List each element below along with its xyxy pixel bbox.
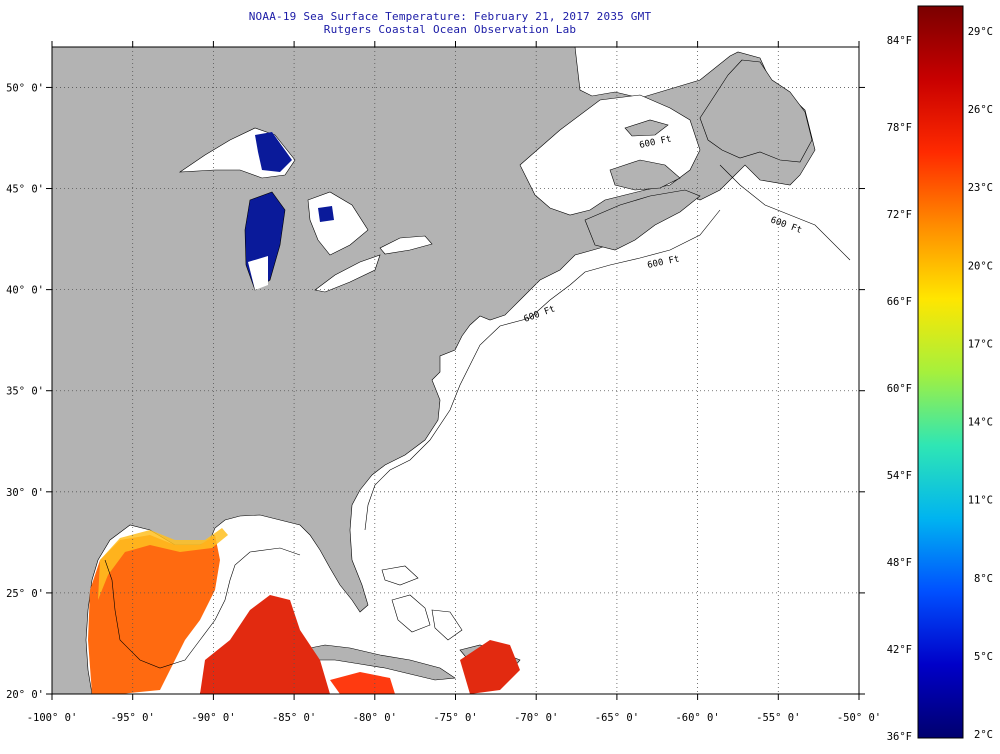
sst-gulf-western-warm <box>88 535 220 694</box>
colorbar-celsius-label: 29°C <box>968 26 993 38</box>
colorbar-celsius-label: 23°C <box>968 182 993 194</box>
colorbar: 84°F 78°F 72°F 66°F 60°F 54°F 48°F 42°F 36°F 29°… <box>887 5 993 743</box>
colorbar-fahrenheit-label: 42°F <box>887 644 912 656</box>
colorbar-celsius-label: 20°C <box>968 260 993 272</box>
great-lakes <box>178 127 433 293</box>
map-frame <box>51 46 860 695</box>
longitude-label: -90° 0' <box>191 712 235 724</box>
sst-gulf-of-mexico <box>88 528 520 694</box>
latitude-labels: 50° 0' 45° 0' 40° 0' 35° 0' 30° 0' 25° 0' 20° … <box>6 82 44 701</box>
colorbar-fahrenheit-label: 54°F <box>887 470 912 482</box>
sst-gulf-shelf-yellow <box>98 528 228 600</box>
bahamas-bank-2 <box>391 594 431 633</box>
isobath-gulf <box>104 547 301 669</box>
colorbar-fahrenheit-labels: 84°F 78°F 72°F 66°F 60°F 54°F 48°F 42°F 36°F <box>887 35 912 743</box>
latitude-label: 30° 0' <box>6 487 44 499</box>
chart-subtitle: Rutgers Coastal Ocean Observation Lab <box>323 23 577 36</box>
longitude-label: -75° 0' <box>433 712 477 724</box>
latitude-label: 20° 0' <box>6 689 44 701</box>
sst-gulf-loop-current <box>200 595 330 694</box>
colorbar-celsius-label: 5°C <box>974 651 993 663</box>
lake-ontario <box>379 235 433 255</box>
map-area: 600 Ft 600 Ft 600 Ft 600 Ft <box>46 41 865 700</box>
land-gaspe <box>609 159 681 191</box>
longitude-label: -100° 0' <box>27 712 78 724</box>
colorbar-fahrenheit-label: 78°F <box>887 122 912 134</box>
colorbar-fahrenheit-label: 48°F <box>887 557 912 569</box>
longitude-label: -95° 0' <box>111 712 155 724</box>
longitude-label: -55° 0' <box>756 712 800 724</box>
longitude-label: -50° 0' <box>837 712 881 724</box>
colorbar-celsius-label: 17°C <box>968 338 993 350</box>
latitude-label: 40° 0' <box>6 285 44 297</box>
map-grid <box>46 41 865 700</box>
colorbar-celsius-label: 14°C <box>968 417 993 429</box>
lake-michigan-south <box>248 256 268 290</box>
isobath-atlantic-coast <box>364 209 721 531</box>
lake-huron-cold <box>318 206 334 222</box>
longitude-labels: -100° 0' -95° 0' -90° 0' -85° 0' -80° 0' -75°… <box>27 712 881 724</box>
land-anticosti <box>624 119 669 137</box>
lake-superior-cold <box>255 132 292 172</box>
colorbar-celsius-label: 2°C <box>974 729 993 741</box>
colorbar-fahrenheit-label: 66°F <box>887 296 912 308</box>
lake-erie <box>314 254 381 293</box>
bahamas-bank-1 <box>381 565 419 586</box>
sst-caribbean-patch <box>460 640 520 694</box>
colorbar-fahrenheit-label: 84°F <box>887 35 912 47</box>
land-nova-scotia <box>584 189 701 251</box>
latitude-label: 35° 0' <box>6 386 44 398</box>
colorbar-fahrenheit-label: 60°F <box>887 383 912 395</box>
land-cuba <box>299 644 456 681</box>
isobaths <box>104 164 851 669</box>
bahamas <box>381 565 463 641</box>
chart-title: NOAA-19 Sea Surface Temperature: Februar… <box>248 10 652 23</box>
land-newfoundland <box>699 59 813 163</box>
longitude-label: -60° 0' <box>675 712 719 724</box>
colorbar-celsius-label: 11°C <box>968 495 993 507</box>
colorbar-fahrenheit-label: 36°F <box>887 731 912 743</box>
colorbar-ramp <box>917 5 964 739</box>
longitude-label: -65° 0' <box>595 712 639 724</box>
latitude-label: 25° 0' <box>6 588 44 600</box>
latitude-label: 50° 0' <box>6 82 44 94</box>
latitude-label: 45° 0' <box>6 184 44 196</box>
colorbar-celsius-labels: 29°C 26°C 23°C 20°C 17°C 14°C 11°C 8°C 5°C 2°C <box>968 26 993 741</box>
colorbar-celsius-label: 26°C <box>968 104 993 116</box>
longitude-label: -80° 0' <box>353 712 397 724</box>
colorbar-celsius-label: 8°C <box>974 573 993 585</box>
isobath-newfoundland <box>719 164 851 261</box>
longitude-label: -70° 0' <box>514 712 558 724</box>
sst-cuba-south <box>330 672 395 694</box>
longitude-label: -85° 0' <box>272 712 316 724</box>
colorbar-fahrenheit-label: 72°F <box>887 209 912 221</box>
bahamas-bank-3 <box>431 609 463 641</box>
